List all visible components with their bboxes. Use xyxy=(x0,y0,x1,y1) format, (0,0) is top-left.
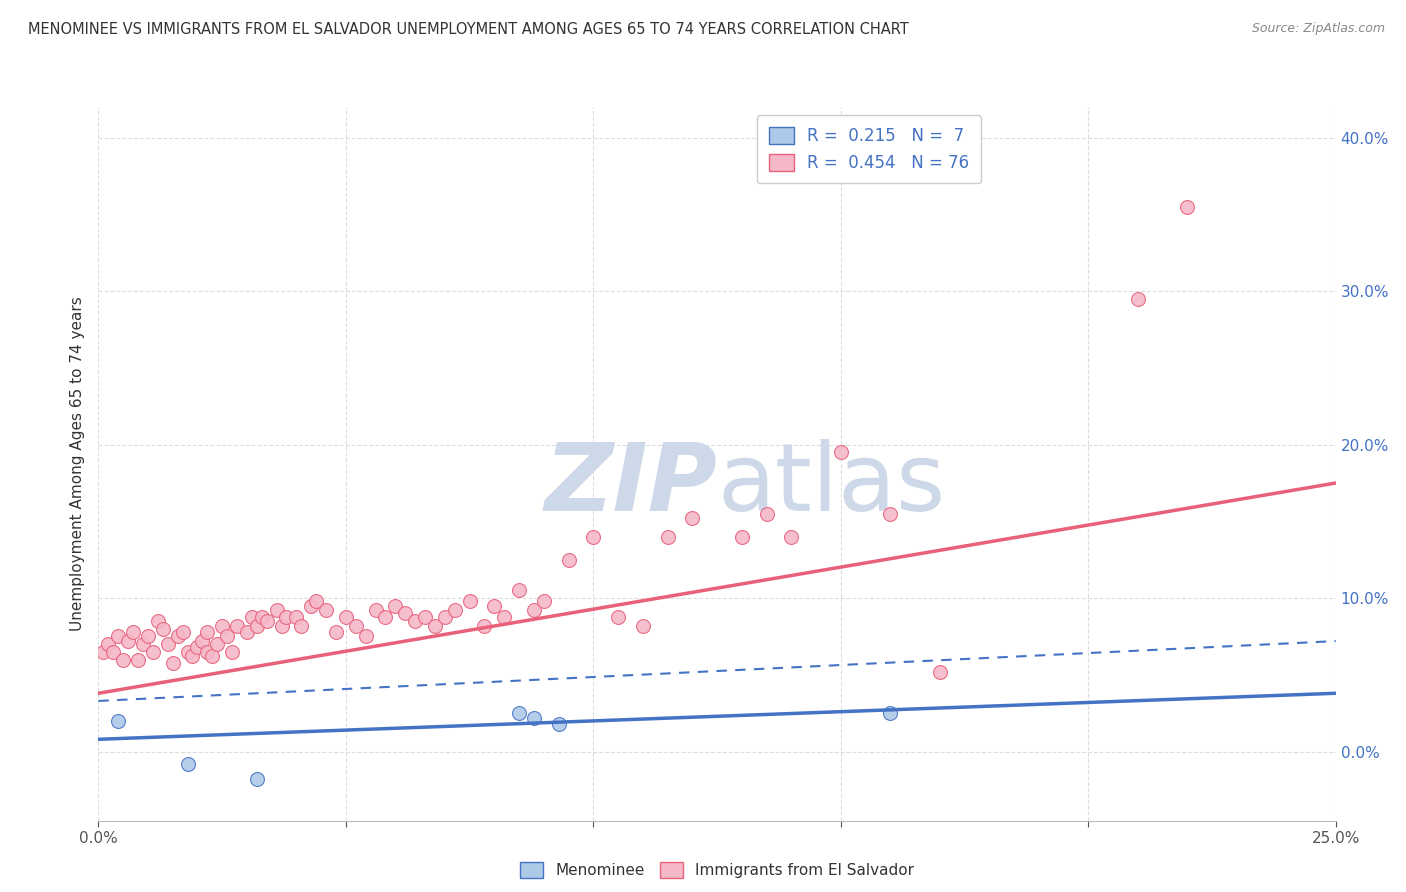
Point xyxy=(364,603,387,617)
Point xyxy=(236,624,259,639)
Point xyxy=(315,603,337,617)
Text: atlas: atlas xyxy=(717,439,945,532)
Point xyxy=(186,640,208,655)
Point xyxy=(211,619,233,633)
Point xyxy=(246,772,269,787)
Point xyxy=(508,706,530,721)
Point xyxy=(152,622,174,636)
Point xyxy=(112,652,135,666)
Point xyxy=(107,714,129,728)
Point xyxy=(523,711,546,725)
Text: MENOMINEE VS IMMIGRANTS FROM EL SALVADOR UNEMPLOYMENT AMONG AGES 65 TO 74 YEARS : MENOMINEE VS IMMIGRANTS FROM EL SALVADOR… xyxy=(28,22,908,37)
Point xyxy=(217,630,239,644)
Point xyxy=(582,530,605,544)
Point xyxy=(176,645,198,659)
Point xyxy=(1175,200,1198,214)
Point xyxy=(290,619,312,633)
Point xyxy=(117,634,139,648)
Point xyxy=(266,603,288,617)
Point xyxy=(226,619,249,633)
Point xyxy=(205,637,228,651)
Point xyxy=(93,645,115,659)
Point xyxy=(221,645,243,659)
Point xyxy=(657,530,679,544)
Point xyxy=(681,511,703,525)
Point xyxy=(191,634,214,648)
Point xyxy=(1126,292,1149,306)
Point xyxy=(162,656,184,670)
Y-axis label: Unemployment Among Ages 65 to 74 years: Unemployment Among Ages 65 to 74 years xyxy=(69,296,84,632)
Point xyxy=(176,756,198,771)
Point xyxy=(830,445,852,459)
Point xyxy=(508,583,530,598)
Point xyxy=(335,609,357,624)
Point xyxy=(928,665,950,679)
Point xyxy=(404,614,426,628)
Point xyxy=(201,649,224,664)
Point xyxy=(443,603,465,617)
Point xyxy=(731,530,754,544)
Point xyxy=(325,624,347,639)
Point xyxy=(132,637,155,651)
Point xyxy=(172,624,194,639)
Point xyxy=(156,637,179,651)
Point xyxy=(240,609,263,624)
Point xyxy=(474,619,496,633)
Point xyxy=(374,609,396,624)
Point xyxy=(107,630,129,644)
Point xyxy=(631,619,654,633)
Text: Source: ZipAtlas.com: Source: ZipAtlas.com xyxy=(1251,22,1385,36)
Point xyxy=(305,594,328,608)
Text: ZIP: ZIP xyxy=(544,439,717,532)
Point xyxy=(97,637,120,651)
Point xyxy=(413,609,436,624)
Point xyxy=(122,624,145,639)
Legend: Menominee, Immigrants from El Salvador: Menominee, Immigrants from El Salvador xyxy=(515,856,920,884)
Point xyxy=(423,619,446,633)
Point xyxy=(136,630,159,644)
Point xyxy=(607,609,630,624)
Point xyxy=(270,619,292,633)
Point xyxy=(484,599,506,613)
Point xyxy=(344,619,367,633)
Point xyxy=(547,717,569,731)
Point xyxy=(103,645,125,659)
Point xyxy=(879,507,901,521)
Point xyxy=(494,609,516,624)
Point xyxy=(276,609,298,624)
Point xyxy=(299,599,322,613)
Point xyxy=(195,645,218,659)
Point xyxy=(354,630,377,644)
Point xyxy=(433,609,456,624)
Point xyxy=(384,599,406,613)
Point xyxy=(557,553,579,567)
Point xyxy=(285,609,308,624)
Point xyxy=(256,614,278,628)
Point xyxy=(879,706,901,721)
Point xyxy=(780,530,803,544)
Point xyxy=(755,507,778,521)
Point xyxy=(166,630,188,644)
Point xyxy=(142,645,165,659)
Point xyxy=(181,649,204,664)
Point xyxy=(246,619,269,633)
Point xyxy=(146,614,169,628)
Point xyxy=(458,594,481,608)
Point xyxy=(523,603,546,617)
Point xyxy=(250,609,273,624)
Point xyxy=(394,607,416,621)
Point xyxy=(195,624,218,639)
Point xyxy=(533,594,555,608)
Point xyxy=(127,652,149,666)
